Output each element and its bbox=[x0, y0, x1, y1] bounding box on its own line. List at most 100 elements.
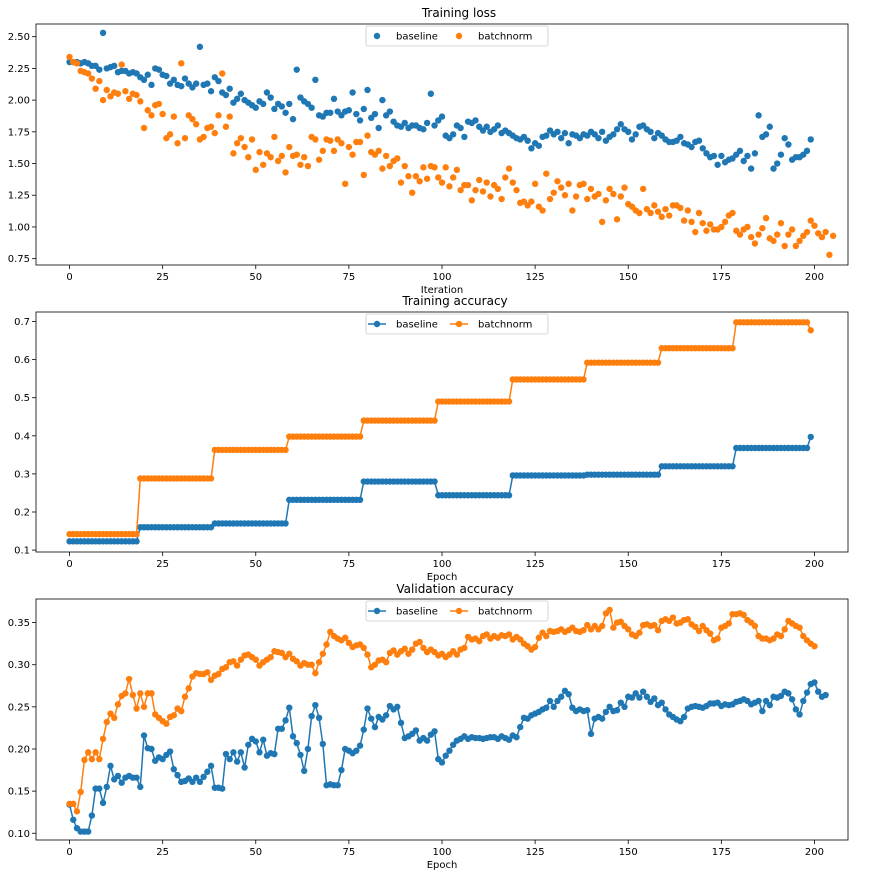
validation-accuracy-batchnorm-point bbox=[286, 650, 293, 657]
training-loss-baseline-point bbox=[718, 152, 725, 160]
training-loss-batchnorm-point bbox=[692, 228, 699, 236]
training-loss-batchnorm-point bbox=[174, 140, 181, 147]
training-loss-batchnorm-point bbox=[636, 209, 643, 217]
training-loss-batchnorm-point bbox=[703, 227, 710, 234]
training-loss-batchnorm-point bbox=[788, 226, 796, 233]
validation-accuracy-baseline-point bbox=[166, 748, 174, 755]
training-loss-batchnorm-point bbox=[584, 195, 591, 203]
training-loss-baseline-point bbox=[777, 151, 785, 158]
validation-accuracy-batchnorm-point bbox=[777, 632, 785, 640]
training-accuracy-legend-batchnorm-label: batchnorm bbox=[478, 320, 532, 331]
validation-accuracy-batchnorm-point bbox=[137, 690, 144, 697]
training-loss-ytick-label: 1.00 bbox=[8, 222, 30, 233]
validation-accuracy-baseline-point bbox=[334, 782, 341, 789]
training-loss-baseline-point bbox=[781, 134, 788, 142]
training-accuracy-title: Training accuracy bbox=[401, 294, 507, 308]
training-loss-batchnorm-point bbox=[680, 217, 688, 224]
training-loss-batchnorm-point bbox=[747, 233, 755, 241]
training-accuracy-batchnorm-point bbox=[356, 433, 364, 440]
training-loss-batchnorm-point bbox=[774, 231, 781, 238]
training-loss-batchnorm-point bbox=[99, 96, 107, 104]
training-loss-baseline-point bbox=[401, 119, 408, 127]
training-loss-baseline-point bbox=[237, 90, 245, 97]
training-loss-batchnorm-point bbox=[345, 143, 353, 151]
training-loss-baseline-point bbox=[371, 110, 379, 118]
training-loss-baseline-point bbox=[163, 72, 170, 80]
validation-accuracy-batchnorm-point bbox=[706, 630, 714, 637]
validation-accuracy-batchnorm-point bbox=[654, 626, 662, 634]
training-loss-baseline-point bbox=[438, 113, 446, 120]
training-loss-batchnorm-point bbox=[159, 110, 166, 118]
validation-accuracy-baseline-point bbox=[118, 779, 125, 786]
training-loss-batchnorm-point bbox=[476, 176, 483, 184]
validation-accuracy-batchnorm-point bbox=[170, 712, 178, 719]
training-accuracy-xticks: 0 25 50 75 100 125 150 175 200 bbox=[66, 552, 824, 570]
validation-accuracy-batchnorm-point bbox=[293, 658, 300, 665]
training-accuracy-plot-area bbox=[35, 311, 849, 553]
training-loss-baseline-point bbox=[457, 124, 464, 132]
training-loss-batchnorm-point bbox=[252, 166, 259, 174]
validation-accuracy-baseline-point bbox=[412, 727, 420, 734]
training-loss-batchnorm-point bbox=[554, 178, 561, 185]
training-loss-batchnorm-point bbox=[356, 138, 364, 146]
training-loss-baseline-point bbox=[375, 124, 382, 132]
training-loss-batchnorm-point bbox=[494, 185, 502, 193]
training-loss-batchnorm-point bbox=[487, 193, 494, 200]
validation-accuracy-batchnorm-point bbox=[215, 670, 222, 678]
training-loss-batchnorm-point bbox=[140, 124, 148, 132]
validation-accuracy-baseline-point bbox=[584, 707, 591, 714]
validation-accuracy-batchnorm-point bbox=[382, 659, 390, 666]
training-loss-batchnorm-point bbox=[397, 179, 405, 186]
validation-accuracy-baseline-point bbox=[565, 691, 572, 698]
training-loss-batchnorm-point bbox=[237, 134, 245, 142]
training-loss-batchnorm-point bbox=[245, 153, 252, 161]
training-loss-batchnorm-point bbox=[144, 107, 151, 114]
validation-accuracy-legend: baseline batchnorm bbox=[365, 600, 549, 622]
validation-accuracy-baseline-point bbox=[192, 774, 200, 781]
validation-accuracy-baseline-point bbox=[189, 778, 196, 786]
training-loss-batchnorm-point bbox=[666, 212, 673, 219]
validation-accuracy-baseline-point bbox=[222, 750, 230, 758]
validation-accuracy-batchnorm-point bbox=[636, 629, 643, 636]
training-loss-baseline-point bbox=[528, 145, 535, 152]
validation-accuracy-batchnorm-point bbox=[371, 661, 379, 668]
validation-accuracy-baseline-point bbox=[99, 799, 107, 807]
training-loss-baseline-point bbox=[461, 133, 468, 141]
validation-accuracy-batchnorm-point bbox=[401, 645, 408, 652]
training-loss-batchnorm-point bbox=[677, 204, 684, 212]
training-loss-batchnorm-point bbox=[386, 162, 394, 170]
training-loss-batchnorm-point bbox=[122, 88, 129, 95]
training-loss-batchnorm-point bbox=[528, 198, 535, 205]
validation-accuracy-batchnorm-point bbox=[800, 632, 807, 640]
training-loss-baseline-point bbox=[289, 115, 297, 123]
training-loss-batchnorm-point bbox=[792, 242, 800, 250]
training-loss-baseline-point bbox=[308, 104, 315, 111]
training-loss-xticks: 0 25 50 75 100 125 150 175 200 bbox=[66, 265, 824, 283]
validation-accuracy-baseline-point bbox=[617, 699, 624, 706]
validation-accuracy-baseline-point bbox=[766, 701, 773, 709]
training-loss-batchnorm-point bbox=[464, 181, 472, 189]
training-loss-ytick-label: 2.50 bbox=[8, 32, 30, 43]
training-loss-batchnorm-point bbox=[762, 214, 770, 222]
training-loss-baseline-point bbox=[252, 104, 259, 111]
validation-accuracy-batchnorm-point bbox=[111, 714, 118, 722]
training-loss-baseline-point bbox=[595, 134, 602, 142]
validation-accuracy-baseline-point bbox=[755, 697, 762, 705]
validation-accuracy-legend-batchnorm-marker bbox=[455, 607, 463, 615]
validation-accuracy-baseline-point bbox=[207, 762, 215, 770]
validation-accuracy-batchnorm-point bbox=[181, 693, 189, 700]
training-loss-baseline-point bbox=[263, 89, 271, 96]
validation-accuracy-ytick-label: 0.20 bbox=[8, 744, 30, 755]
training-loss-baseline-point bbox=[524, 137, 531, 144]
training-loss-baseline-point bbox=[420, 126, 427, 133]
training-loss-baseline-point bbox=[353, 110, 360, 118]
training-loss-batchnorm-point bbox=[557, 184, 565, 191]
training-loss-xtick-label: 150 bbox=[619, 272, 638, 283]
validation-accuracy-batchnorm-point bbox=[580, 626, 587, 634]
training-loss-baseline-point bbox=[613, 126, 621, 133]
training-loss-batchnorm-point bbox=[446, 183, 453, 190]
validation-accuracy-baseline-point bbox=[554, 697, 561, 705]
training-accuracy-xtick-label: 50 bbox=[249, 559, 262, 570]
training-loss-ytick-label: 2.00 bbox=[8, 96, 30, 107]
